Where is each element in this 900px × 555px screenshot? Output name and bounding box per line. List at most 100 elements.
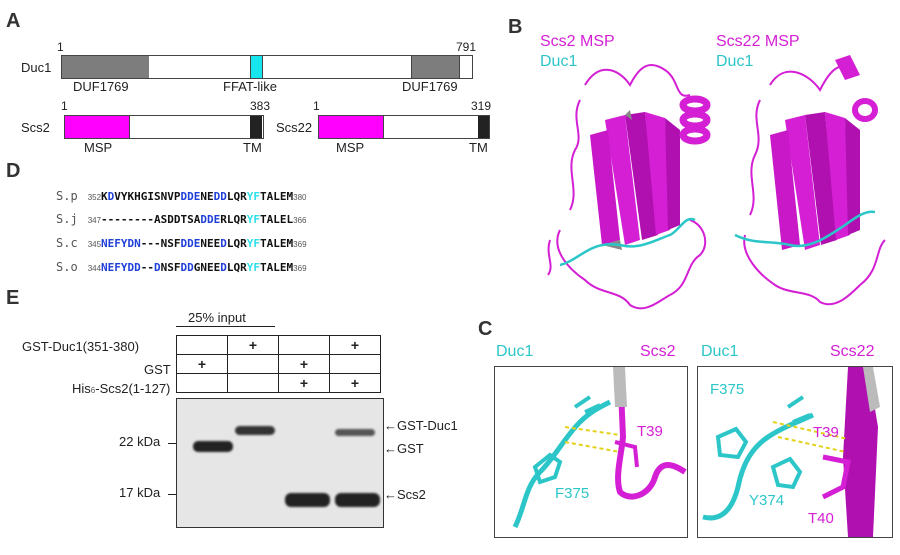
lane-cell: + <box>329 335 381 355</box>
mw-17-tick <box>168 494 176 495</box>
seq-start-number: 347 <box>87 216 102 225</box>
band-gst-duc1-lane4 <box>335 429 375 436</box>
b-right-sub: Duc1 <box>716 53 754 70</box>
sequence-segment: YF <box>246 261 261 274</box>
sequence-segment: D <box>220 261 227 274</box>
sequence-segment: YF <box>246 190 261 203</box>
lane-table: + + + + + + <box>176 335 381 393</box>
mw-22-tick <box>168 443 176 444</box>
alignment-row: S.c 345NEFYDN---NSFDDENEEDLQRYFTALEM369 <box>56 234 307 252</box>
lane-cell <box>329 354 381 374</box>
b-right-title: Scs22 MSP <box>716 33 800 50</box>
sequence: KDVYKHGISNVPDDENEDDLQRYFTALEM <box>101 190 293 203</box>
duc1-duf-left <box>62 56 149 78</box>
row-label-his-scs2: His6-Scs2(1-127) <box>72 381 171 396</box>
seq-start-number: 345 <box>87 240 102 249</box>
sequence-segment: NE <box>200 190 214 203</box>
sequence-segment: RLQR <box>220 213 247 226</box>
sequence-segment: YF <box>246 213 261 226</box>
sequence-segment: DD <box>180 261 194 274</box>
panel-letter-a: A <box>6 10 21 32</box>
alignment-row: S.p 352KDVYKHGISNVPDDENEDDLQRYFTALEM380 <box>56 187 307 205</box>
c-left-box: T39 F375 <box>494 366 688 538</box>
mw-17: 17 kDa <box>119 485 161 500</box>
sequence-segment: DDE <box>200 213 221 226</box>
scs22-msp <box>319 116 384 138</box>
c-right-box: F375 T39 Y374 T40 <box>697 366 893 538</box>
sequence-segment: LQR <box>226 261 247 274</box>
sequence-segment: DD <box>213 190 227 203</box>
alignment-row: S.o 344NEFYDD--DNSFDDGNEEDLQRYFTALEM369 <box>56 258 307 276</box>
scs22-end: 319 <box>471 99 492 113</box>
band-label-scs2: ←Scs2 <box>384 487 426 502</box>
input-underline <box>176 326 275 327</box>
scs22-tm-label: TM <box>469 140 488 155</box>
panel-letter-d: D <box>6 160 21 182</box>
c-right-t39: T39 <box>813 424 839 441</box>
row-label-gst-duc1: GST-Duc1(351-380) <box>22 339 140 354</box>
scs22-tm <box>478 116 489 138</box>
organism-label: S.o <box>56 260 78 274</box>
sequence-segment: ---NSF <box>140 237 181 250</box>
duc1-label: Duc1 <box>21 60 52 75</box>
c-right-t40: T40 <box>808 510 834 527</box>
seq-end-number: 369 <box>293 264 307 273</box>
c-left-f375: F375 <box>555 485 590 502</box>
sequence-segment: NSF <box>160 261 181 274</box>
sequence-segment: TALEM <box>260 261 294 274</box>
organism-label: S.c <box>56 236 78 250</box>
band-scs2-lane3 <box>285 493 330 507</box>
lane-cell <box>227 373 279 393</box>
scs2-msp-structure <box>547 64 711 310</box>
scs22-label: Scs22 <box>276 120 313 135</box>
sequence-segment: DDE <box>180 190 201 203</box>
sequence-segment: LQR <box>226 190 247 203</box>
duc1-ffat <box>250 56 263 78</box>
scs2-end: 383 <box>250 99 271 113</box>
c-right-b: Scs22 <box>830 343 875 360</box>
sequence: --------ASDDTSADDERLQRYFTALEL <box>101 213 293 226</box>
c-left-structure <box>512 367 687 529</box>
gel-image <box>176 398 384 528</box>
band-gst-duc1-lane2 <box>235 426 275 435</box>
band-gst-lane1 <box>193 441 233 452</box>
sequence-segment: DD <box>127 261 141 274</box>
alignment-row: S.j 347--------ASDDTSADDERLQRYFTALEL366 <box>56 210 307 228</box>
sequence-segment: -- <box>140 261 155 274</box>
c-right-structure <box>702 367 880 537</box>
sequence: NEFYDN---NSFDDENEEDLQRYFTALEM <box>101 237 293 250</box>
lane-row: + + <box>176 335 381 355</box>
b-left-title: Scs2 MSP <box>540 33 615 50</box>
sequence-segment: TALEL <box>260 213 294 226</box>
seq-start-number: 352 <box>87 193 102 202</box>
panel-letter-c: C <box>478 318 493 340</box>
c-left-a: Duc1 <box>496 343 534 360</box>
sequence-segment: LQR <box>226 237 247 250</box>
row-label-gst: GST <box>144 362 171 377</box>
sequence-segment: TALEM <box>260 237 294 250</box>
duc1-duf-right <box>411 56 460 78</box>
input-label: 25% input <box>188 310 246 325</box>
sequence-segment: NEFY <box>101 261 128 274</box>
sequence-segment: D <box>107 190 115 203</box>
lane-cell: + <box>176 354 228 374</box>
lane-row: + + <box>176 354 381 374</box>
c-right-y374: Y374 <box>749 492 785 509</box>
scs2-start: 1 <box>61 99 68 113</box>
c-left-t39: T39 <box>637 423 663 440</box>
seq-start-number: 344 <box>87 264 102 273</box>
scs2-msp <box>65 116 130 138</box>
sequence-segment: DDE <box>180 237 201 250</box>
sequence-segment: YF <box>246 237 261 250</box>
lane-cell <box>227 354 279 374</box>
organism-label: S.p <box>56 189 78 203</box>
lane-cell <box>176 335 228 355</box>
scs2-tm <box>250 116 262 138</box>
sequence-segment: TALEM <box>260 190 294 203</box>
panel-letter-b: B <box>508 16 523 38</box>
sequence-segment: D <box>154 261 161 274</box>
band-scs2-lane4 <box>335 493 380 507</box>
lane-row: + + <box>176 373 381 393</box>
sequence: NEFYDD--DNSFDDGNEEDLQRYFTALEM <box>101 261 293 274</box>
c-left-b: Scs2 <box>640 343 676 360</box>
